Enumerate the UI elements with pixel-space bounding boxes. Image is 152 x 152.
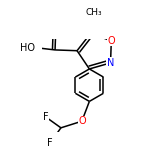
Text: O: O xyxy=(107,36,115,46)
Text: N: N xyxy=(107,58,114,68)
Text: HO: HO xyxy=(20,43,35,53)
Text: F: F xyxy=(43,112,48,122)
Text: F: F xyxy=(47,138,53,148)
Text: CH₃: CH₃ xyxy=(86,8,102,17)
Text: O: O xyxy=(78,116,86,126)
